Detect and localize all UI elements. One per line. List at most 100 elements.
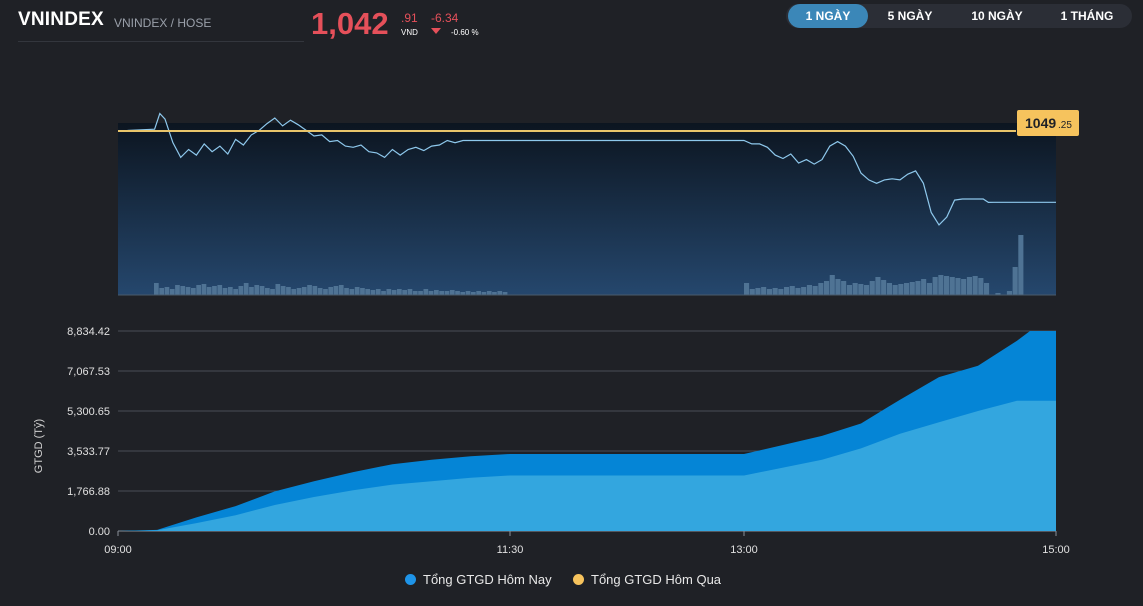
price-integer: 1,042 — [311, 6, 389, 41]
volume-bar-afternoon — [1006, 291, 1012, 295]
volume-bar-morning — [407, 289, 413, 295]
volume-bar-morning — [449, 290, 455, 295]
volume-bar-morning — [317, 288, 323, 295]
volume-bar-afternoon — [744, 283, 750, 295]
charts: 1049 .25 8,834.42 7,067.53 5,300.65 3,533.7… — [33, 110, 1079, 556]
volume-bar-afternoon — [858, 284, 864, 295]
volume-bar-morning — [333, 286, 339, 295]
volume-bar-afternoon — [886, 283, 892, 295]
reference-tag-dec: .25 — [1058, 120, 1072, 131]
volume-bar-morning — [471, 292, 476, 295]
volume-bar-morning — [476, 291, 481, 295]
reference-price-tag: 1049 .25 — [1017, 110, 1079, 136]
volume-bars — [154, 235, 1024, 295]
volume-bar-morning — [338, 285, 344, 295]
volume-bar-afternoon — [1012, 267, 1018, 295]
volume-bar-morning — [502, 292, 508, 295]
volume-bar-afternoon — [966, 277, 972, 295]
volume-bar-afternoon — [904, 283, 910, 295]
gtgd-y-tick-label: 7,067.53 — [67, 366, 110, 378]
volume-bar-afternoon — [772, 288, 778, 295]
volume-bar-morning — [185, 287, 191, 295]
volume-bar-morning — [233, 289, 238, 295]
title-area: VNINDEX VNINDEX / HOSE — [18, 9, 304, 42]
volume-bar-morning — [228, 287, 233, 295]
volume-bar-morning — [455, 291, 460, 295]
volume-bar-afternoon — [915, 281, 921, 295]
volume-bar-afternoon — [852, 283, 858, 295]
legend-label-yesterday: Tổng GTGD Hôm Qua — [591, 572, 722, 587]
gtgd-x-tick-label: 15:00 — [1042, 544, 1070, 556]
volume-bar-morning — [323, 289, 328, 295]
volume-bar-afternoon — [766, 289, 772, 295]
reference-tag-box — [1017, 110, 1079, 136]
volume-bar-afternoon — [824, 281, 830, 295]
ticker-symbol: VNINDEX — [18, 9, 104, 30]
exchange-label: VNINDEX / HOSE — [114, 16, 212, 30]
volume-bar-morning — [402, 290, 407, 295]
gtgd-x-tick-label: 11:30 — [497, 544, 524, 556]
legend: Tổng GTGD Hôm Nay Tổng GTGD Hôm Qua — [0, 570, 1143, 590]
volume-bar-morning — [349, 289, 355, 295]
volume-bar-afternoon — [995, 293, 1001, 295]
volume-bar-afternoon — [978, 278, 984, 295]
volume-bar-morning — [275, 284, 281, 295]
period-10-day-button[interactable]: 10 NGÀY — [971, 9, 1023, 23]
legend-dot-yesterday-icon — [573, 574, 584, 585]
gtgd-y-axis-label: GTGD (Tỷ) — [33, 419, 45, 473]
volume-bar-afternoon — [909, 282, 915, 295]
volume-bar-morning — [201, 284, 207, 295]
volume-bar-morning — [243, 283, 249, 295]
volume-bar-afternoon — [864, 285, 870, 295]
period-1-month-button[interactable]: 1 THÁNG — [1060, 9, 1114, 23]
gtgd-y-tick-label: 3,533.77 — [67, 446, 110, 458]
volume-bar-morning — [365, 289, 370, 295]
value-chart: 8,834.42 7,067.53 5,300.65 3,533.77 1,766.88… — [33, 326, 1070, 556]
volume-bar-afternoon — [784, 287, 790, 295]
volume-bar-afternoon — [944, 276, 950, 295]
volume-bar-morning — [486, 291, 492, 295]
volume-bar-morning — [465, 291, 471, 295]
legend-item-today[interactable]: Tổng GTGD Hôm Nay — [405, 570, 552, 590]
volume-bar-morning — [428, 291, 434, 295]
volume-bar-morning — [492, 292, 497, 295]
volume-bar-morning — [460, 292, 466, 295]
gtgd-x-tick-label: 13:00 — [730, 544, 758, 556]
volume-bar-afternoon — [921, 279, 927, 295]
volume-bar-morning — [370, 290, 376, 295]
gtgd-yesterday-area — [118, 400, 1056, 531]
volume-bar-morning — [307, 285, 312, 295]
volume-bar-morning — [360, 288, 365, 295]
volume-bar-morning — [391, 290, 397, 295]
volume-bar-morning — [154, 283, 159, 295]
volume-bar-morning — [259, 286, 265, 295]
reference-tag-int: 1049 — [1025, 115, 1056, 131]
volume-bar-morning — [344, 288, 349, 295]
volume-bar-afternoon — [869, 281, 875, 295]
gtgd-y-tick-label: 1,766.88 — [67, 486, 110, 498]
volume-bar-afternoon — [926, 283, 932, 295]
volume-bar-afternoon — [938, 275, 944, 295]
legend-item-yesterday[interactable]: Tổng GTGD Hôm Qua — [573, 570, 721, 590]
volume-bar-morning — [291, 289, 297, 295]
volume-bar-morning — [212, 286, 217, 295]
volume-bar-afternoon — [761, 287, 767, 295]
period-5-day-button[interactable]: 5 NGÀY — [887, 9, 933, 23]
volume-bar-afternoon — [932, 277, 938, 295]
volume-bar-afternoon — [984, 283, 990, 295]
price-change-percent: -0.60 % — [451, 28, 479, 37]
volume-bar-morning — [217, 285, 223, 295]
volume-bar-morning — [381, 291, 386, 295]
period-1-day-button[interactable]: 1 NGÀY — [788, 4, 868, 28]
volume-bar-morning — [169, 289, 175, 295]
volume-bar-morning — [191, 288, 196, 295]
volume-bar-morning — [375, 289, 381, 295]
volume-bar-morning — [354, 287, 360, 295]
volume-bar-afternoon — [898, 284, 904, 295]
volume-bar-morning — [312, 286, 318, 295]
gtgd-y-tick-label: 5,300.65 — [67, 406, 110, 418]
period-selector: 1 NGÀY 5 NGÀY 10 NGÀY 1 THÁNG — [786, 4, 1132, 28]
volume-bar-morning — [175, 285, 180, 295]
price-chart-background — [118, 123, 1056, 295]
volume-bar-afternoon — [812, 286, 818, 295]
